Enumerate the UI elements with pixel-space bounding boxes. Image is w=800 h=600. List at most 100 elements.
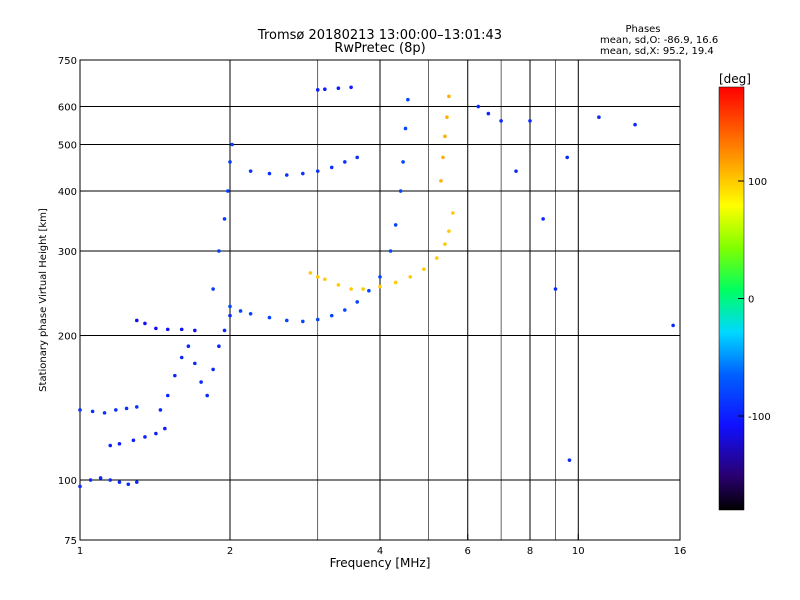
data-point	[355, 300, 359, 304]
data-point	[315, 88, 320, 92]
data-point	[90, 409, 95, 414]
data-point	[486, 111, 491, 116]
data-point	[131, 438, 136, 443]
colorbar-tick-label: 0	[748, 295, 754, 306]
x-tick-label: 8	[527, 546, 533, 557]
data-point	[143, 321, 147, 326]
colorbar-tick-label: 100	[748, 177, 767, 188]
x-tick-label: 2	[227, 546, 233, 557]
data-point	[117, 480, 122, 484]
y-tick-label: 500	[58, 141, 77, 152]
x-tick-label: 4	[377, 546, 383, 557]
data-point	[445, 115, 449, 120]
chart-title: Tromsø 20180213 13:00:00–13:01:43	[257, 28, 502, 43]
x-tick-label: 16	[674, 546, 687, 557]
data-point	[186, 344, 191, 349]
data-point	[378, 275, 382, 279]
data-point	[476, 104, 481, 109]
data-point	[230, 142, 234, 147]
data-point	[323, 87, 327, 91]
data-point	[393, 280, 398, 285]
data-point	[301, 171, 305, 176]
data-point	[349, 85, 353, 90]
data-point	[315, 317, 320, 322]
data-point	[441, 155, 445, 160]
data-point	[514, 169, 518, 173]
data-point	[165, 327, 170, 332]
data-point	[134, 405, 139, 409]
data-point	[408, 275, 413, 279]
data-point	[336, 86, 341, 91]
data-point	[78, 408, 82, 412]
data-point	[349, 287, 353, 291]
y-tick-labels: 75 100 200 300 400 500 600 750	[58, 56, 77, 547]
data-point	[154, 326, 158, 331]
data-point	[98, 476, 103, 480]
data-point	[117, 441, 122, 446]
data-point	[158, 408, 163, 412]
data-point	[343, 308, 347, 312]
data-point	[179, 355, 184, 360]
data-point	[451, 211, 455, 215]
y-tick-label: 100	[58, 476, 77, 487]
x-tick-label: 6	[465, 546, 471, 557]
data-point	[388, 249, 393, 253]
data-point	[541, 217, 545, 221]
data-point	[671, 323, 675, 328]
data-point	[439, 179, 443, 183]
data-point	[633, 122, 637, 127]
data-point	[284, 318, 289, 323]
data-point	[567, 458, 572, 462]
data-point	[301, 319, 305, 324]
data-point	[378, 284, 382, 289]
stats-header: Phases	[625, 24, 660, 35]
data-point	[447, 94, 451, 99]
data-point	[355, 155, 359, 160]
data-point	[315, 169, 320, 173]
data-point	[323, 277, 327, 282]
data-point	[565, 155, 569, 160]
grid-lines	[80, 60, 680, 540]
data-point	[308, 271, 313, 275]
data-point	[403, 126, 408, 131]
axis-ticks	[79, 59, 681, 541]
data-point	[406, 97, 410, 102]
data-point	[193, 361, 197, 366]
data-point	[199, 380, 203, 384]
data-point	[78, 484, 82, 489]
data-point	[343, 160, 347, 164]
data-point	[597, 115, 601, 120]
data-point	[143, 435, 147, 439]
data-point	[401, 160, 405, 164]
data-point	[222, 217, 227, 221]
data-point	[211, 367, 215, 372]
y-tick-label: 200	[58, 332, 77, 343]
data-point	[228, 160, 232, 164]
data-point	[228, 313, 232, 318]
y-tick-label: 300	[58, 247, 77, 258]
colorbar-tick-label: -100	[748, 412, 771, 423]
data-point	[173, 373, 177, 378]
data-point	[193, 328, 197, 333]
data-point	[499, 119, 503, 123]
data-point	[108, 443, 113, 448]
chart-subtitle: RwPretec (8p)	[334, 41, 425, 56]
data-point	[211, 287, 215, 291]
data-point	[124, 406, 129, 411]
data-point	[267, 315, 272, 320]
data-point	[434, 256, 439, 260]
x-tick-label: 10	[572, 546, 585, 557]
data-point	[134, 318, 139, 323]
data-point	[367, 288, 371, 293]
y-tick-label: 75	[64, 536, 77, 547]
data-point	[284, 173, 289, 177]
data-point	[553, 287, 558, 291]
data-point	[205, 393, 209, 398]
data-point	[248, 169, 253, 173]
data-point	[447, 229, 451, 233]
data-point	[114, 408, 118, 412]
data-point	[134, 480, 139, 484]
y-tick-label: 750	[58, 56, 77, 67]
data-point	[361, 287, 365, 291]
